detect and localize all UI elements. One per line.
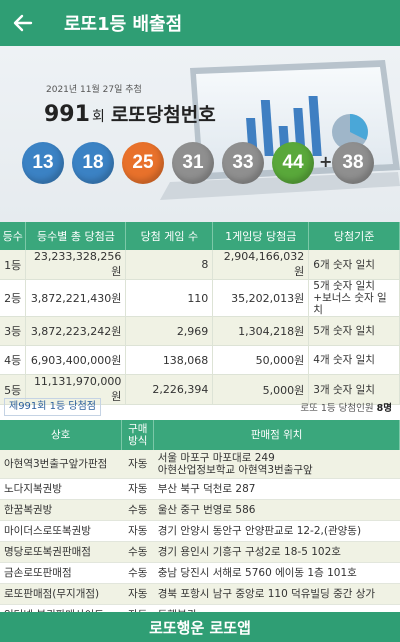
table-row: 1등 23,233,328,256원 8 2,904,166,032원 6개 숫… (0, 250, 400, 280)
arrow-left-icon (13, 14, 33, 32)
table-row: 5등 11,131,970,000원 2,226,394 5,000원 3개 숫… (0, 374, 400, 405)
per-game-cell: 50,000원 (212, 345, 310, 375)
location-cell: 서울 마포구 마포대로 249 아현산업정보학교 아현역3번출구앞 (153, 450, 400, 479)
draw-date: 2021년 11월 27일 추첨 (46, 85, 142, 95)
header-rank: 등수 (0, 222, 27, 250)
bonus-ball: 38 (332, 142, 374, 184)
number-ball: 31 (172, 142, 214, 184)
per-game-cell: 1,304,218원 (212, 316, 310, 346)
store-name-cell: 로또판매점(무지개점) (0, 583, 122, 605)
lotto-app-banner-button[interactable]: 로또행운 로또앱 (0, 612, 400, 642)
per-game-cell: 2,904,166,032원 (212, 250, 310, 280)
method-cell: 수동 (121, 541, 154, 563)
method-cell: 수동 (121, 562, 154, 584)
criteria-cell: 3개 숫자 일치 (308, 374, 400, 405)
method-cell: 수동 (121, 499, 154, 521)
header-per-game: 1게임당 당첨금 (212, 222, 310, 250)
table-row: 3등 3,872,223,242원 2,969 1,304,218원 5개 숫자… (0, 316, 400, 346)
location-cell: 경기 안양시 동안구 안양판교로 12-2,(관양동) (153, 520, 400, 542)
winner-summary: 제991회 1등 당첨점 로또 1등 당첨인원 8명 (0, 394, 400, 420)
back-button[interactable] (0, 0, 46, 46)
total-cell: 11,131,970,000원 (25, 374, 127, 405)
games-cell: 2,969 (125, 316, 214, 346)
stores-header-row: 상호 구매 방식 판매점 위치 (0, 420, 400, 450)
total-cell: 23,233,328,256원 (25, 250, 127, 280)
location-cell: 경북 포항시 남구 중앙로 110 덕유빌딩 중간 상가 (153, 583, 400, 605)
page-title: 로또1등 배출점 (64, 14, 183, 35)
location-cell: 부산 북구 덕천로 287 (153, 478, 400, 500)
rank-cell: 3등 (0, 316, 27, 346)
method-cell: 자동 (121, 520, 154, 542)
games-cell: 2,226,394 (125, 374, 214, 405)
draw-round-suffix: 회 (91, 109, 105, 125)
location-cell: 충남 당진시 서해로 5760 에이동 1층 101호 (153, 562, 400, 584)
table-row[interactable]: 명당로또복권판매점 수동 경기 용인시 기흥구 구성2로 18-5 102호 (0, 541, 400, 563)
table-row: 2등 3,872,221,430원 110 35,202,013원 5개 숫자 … (0, 279, 400, 317)
number-ball: 44 (272, 142, 314, 184)
store-name-cell: 한꿈복권방 (0, 499, 122, 521)
rank-cell: 1등 (0, 250, 27, 280)
location-cell: 울산 중구 번영로 586 (153, 499, 400, 521)
rank-cell: 5등 (0, 374, 27, 405)
number-ball: 13 (22, 142, 64, 184)
header-location: 판매점 위치 (153, 420, 400, 450)
store-name-cell: 명당로또복권판매점 (0, 541, 122, 563)
number-ball: 33 (222, 142, 264, 184)
criteria-cell: 6개 숫자 일치 (308, 250, 400, 280)
number-ball: 18 (72, 142, 114, 184)
per-game-cell: 5,000원 (212, 374, 310, 405)
app-bar: 로또1등 배출점 (0, 0, 400, 46)
prize-header-row: 등수 등수별 총 당첨금 당첨 게임 수 1게임당 당첨금 당첨기준 (0, 222, 400, 250)
store-name-cell: 아현역3번출구앞가판점 (0, 450, 122, 479)
total-cell: 3,872,223,242원 (25, 316, 127, 346)
table-row[interactable]: 마이더스로또복권방 자동 경기 안양시 동안구 안양판교로 12-2,(관양동) (0, 520, 400, 542)
plus-sign: + (319, 152, 333, 171)
round-store-tag: 제991회 1등 당첨점 (4, 398, 102, 416)
prize-table: 등수 등수별 총 당첨금 당첨 게임 수 1게임당 당첨금 당첨기준 1등 23… (0, 222, 400, 405)
winners-count-label: 로또 1등 당첨인원 8명 (300, 400, 392, 414)
winning-numbers: 13 18 25 31 33 44 + 38 (22, 142, 382, 186)
number-ball: 25 (122, 142, 164, 184)
header-games: 당첨 게임 수 (125, 222, 214, 250)
laptop-chart-illustration (160, 60, 400, 200)
table-row: 4등 6,903,400,000원 138,068 50,000원 4개 숫자 … (0, 345, 400, 375)
table-row[interactable]: 로또판매점(무지개점) 자동 경북 포항시 남구 중앙로 110 덕유빌딩 중간… (0, 583, 400, 605)
table-row[interactable]: 노다지복권방 자동 부산 북구 덕천로 287 (0, 478, 400, 500)
table-row[interactable]: 금손로또판매점 수동 충남 당진시 서해로 5760 에이동 1층 101호 (0, 562, 400, 584)
games-cell: 138,068 (125, 345, 214, 375)
store-name-cell: 노다지복권방 (0, 478, 122, 500)
games-cell: 8 (125, 250, 214, 280)
store-name-cell: 금손로또판매점 (0, 562, 122, 584)
criteria-cell: 5개 숫자 일치 (308, 316, 400, 346)
rank-cell: 4등 (0, 345, 27, 375)
store-name-cell: 마이더스로또복권방 (0, 520, 122, 542)
method-cell: 자동 (121, 583, 154, 605)
method-cell: 자동 (121, 478, 154, 500)
draw-title-label: 로또당첨번호 (110, 104, 216, 126)
total-cell: 6,903,400,000원 (25, 345, 127, 375)
method-cell: 자동 (121, 450, 154, 479)
draw-heading: 991 회 로또당첨번호 (44, 100, 216, 127)
header-criteria: 당첨기준 (308, 222, 400, 250)
winners-label: 로또 1등 당첨인원 (300, 403, 374, 414)
criteria-cell: 4개 숫자 일치 (308, 345, 400, 375)
rank-cell: 2등 (0, 279, 27, 317)
criteria-cell: 5개 숫자 일치 +보너스 숫자 일치 (308, 279, 400, 317)
games-cell: 110 (125, 279, 214, 317)
draw-round-number: 991 (44, 102, 90, 127)
per-game-cell: 35,202,013원 (212, 279, 310, 317)
table-row[interactable]: 한꿈복권방 수동 울산 중구 번영로 586 (0, 499, 400, 521)
header-total: 등수별 총 당첨금 (25, 222, 127, 250)
table-row[interactable]: 아현역3번출구앞가판점 자동 서울 마포구 마포대로 249 아현산업정보학교 … (0, 450, 400, 479)
location-cell: 경기 용인시 기흥구 구성2로 18-5 102호 (153, 541, 400, 563)
stores-table: 상호 구매 방식 판매점 위치 아현역3번출구앞가판점 자동 서울 마포구 마포… (0, 420, 400, 626)
header-method: 구매 방식 (121, 420, 155, 450)
header-store-name: 상호 (0, 420, 123, 450)
winners-count: 8명 (376, 403, 392, 414)
draw-hero: 2021년 11월 27일 추첨 991 회 로또당첨번호 13 18 25 3… (0, 46, 400, 222)
total-cell: 3,872,221,430원 (25, 279, 127, 317)
